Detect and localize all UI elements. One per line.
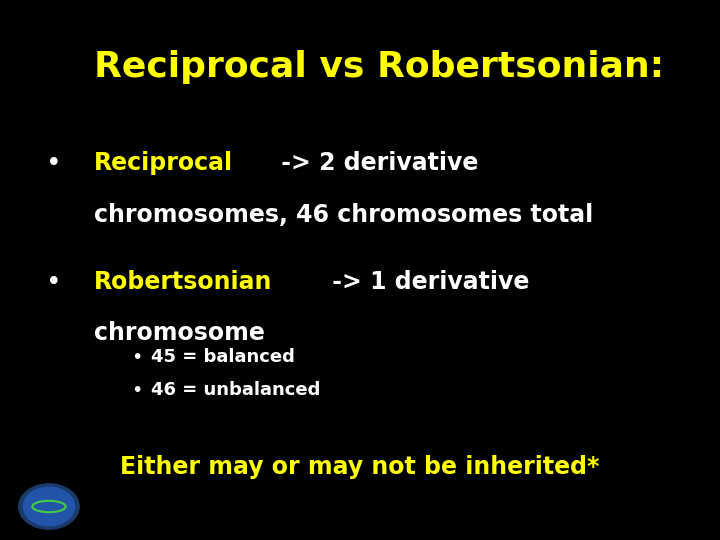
Text: 45 = balanced: 45 = balanced (151, 348, 295, 366)
Circle shape (19, 484, 79, 529)
Circle shape (23, 487, 75, 526)
Text: Reciprocal: Reciprocal (94, 151, 233, 175)
Text: Reciprocal vs Robertsonian:: Reciprocal vs Robertsonian: (94, 51, 664, 84)
Text: -> 1 derivative: -> 1 derivative (324, 270, 529, 294)
Text: •: • (131, 381, 143, 400)
Text: •: • (131, 348, 143, 367)
Text: chromosomes, 46 chromosomes total: chromosomes, 46 chromosomes total (94, 202, 593, 226)
Text: •: • (46, 270, 62, 296)
Text: -> 2 derivative: -> 2 derivative (273, 151, 479, 175)
Text: •: • (46, 151, 62, 177)
Text: Either may or may not be inherited*: Either may or may not be inherited* (120, 455, 600, 479)
Text: chromosome: chromosome (94, 321, 264, 345)
Text: Robertsonian: Robertsonian (94, 270, 272, 294)
Text: 46 = unbalanced: 46 = unbalanced (151, 381, 320, 399)
